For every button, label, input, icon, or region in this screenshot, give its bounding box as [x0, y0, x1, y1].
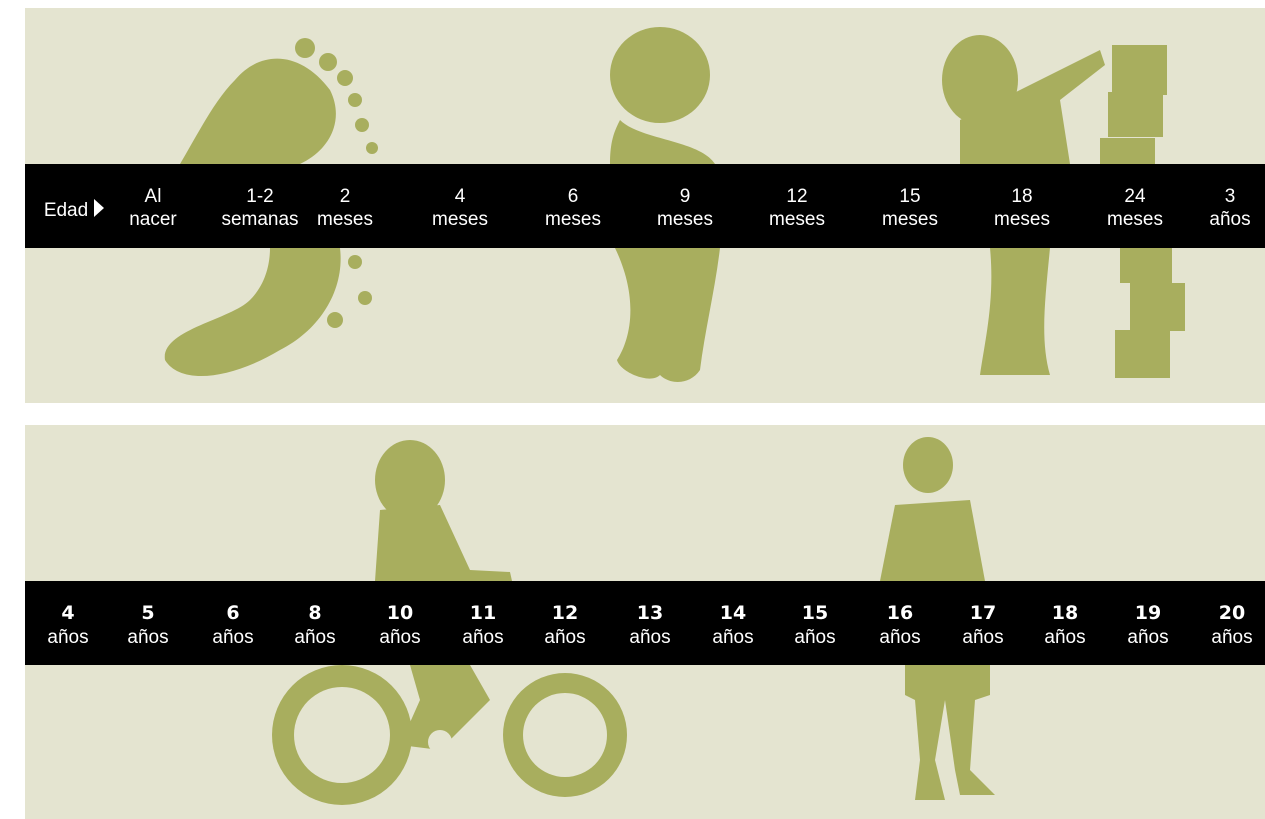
age-unit: años — [212, 627, 253, 648]
age-line1: 4 — [455, 186, 466, 207]
age-line1: 15 — [899, 186, 920, 207]
age-number: 13 — [637, 602, 663, 624]
age-number: 17 — [970, 602, 996, 624]
age-line2: años — [1209, 209, 1250, 230]
age-line2: semanas — [221, 209, 298, 230]
age-unit: años — [879, 627, 920, 648]
age-line1: Al — [145, 186, 162, 207]
age-number: 10 — [387, 602, 413, 624]
age-line2: meses — [432, 209, 488, 230]
age-number: 19 — [1135, 602, 1161, 624]
age-unit: años — [544, 627, 585, 648]
age-unit: años — [462, 627, 503, 648]
age-line2: meses — [994, 209, 1050, 230]
age-number: 8 — [308, 602, 321, 624]
age-unit: años — [1044, 627, 1085, 648]
age-line1: 2 — [340, 186, 351, 207]
age-unit: años — [629, 627, 670, 648]
age-line2: meses — [882, 209, 938, 230]
age-number: 6 — [226, 602, 239, 624]
age-unit: años — [794, 627, 835, 648]
age-number: 11 — [470, 602, 496, 624]
age-number: 16 — [887, 602, 913, 624]
age-line1: 3 — [1225, 186, 1236, 207]
top-age-band — [25, 164, 1265, 248]
age-unit: años — [47, 627, 88, 648]
age-unit: años — [127, 627, 168, 648]
age-number: 12 — [552, 602, 578, 624]
age-unit: años — [1127, 627, 1168, 648]
age-line1: 24 — [1124, 186, 1146, 207]
age-line2: meses — [545, 209, 601, 230]
age-line2: meses — [657, 209, 713, 230]
age-unit: años — [294, 627, 335, 648]
age-unit: años — [379, 627, 420, 648]
infographic: Edad Alnacer1-2semanas2meses4meses6meses… — [0, 0, 1265, 819]
age-unit: años — [962, 627, 1003, 648]
age-number: 14 — [720, 602, 746, 624]
age-line1: 12 — [786, 186, 807, 207]
age-unit: años — [712, 627, 753, 648]
age-number: 4 — [61, 602, 74, 624]
age-number: 18 — [1052, 602, 1078, 624]
age-line1: 18 — [1011, 186, 1032, 207]
age-line1: 6 — [568, 186, 579, 207]
age-line2: meses — [1107, 209, 1163, 230]
age-number: 5 — [141, 602, 154, 624]
age-line2: nacer — [129, 209, 177, 230]
age-line2: meses — [769, 209, 825, 230]
age-number: 20 — [1219, 602, 1245, 624]
age-label: Edad — [44, 200, 88, 221]
age-number: 15 — [802, 602, 828, 624]
age-line2: meses — [317, 209, 373, 230]
age-line1: 9 — [680, 186, 691, 207]
age-line1: 1-2 — [246, 186, 273, 207]
age-unit: años — [1211, 627, 1252, 648]
